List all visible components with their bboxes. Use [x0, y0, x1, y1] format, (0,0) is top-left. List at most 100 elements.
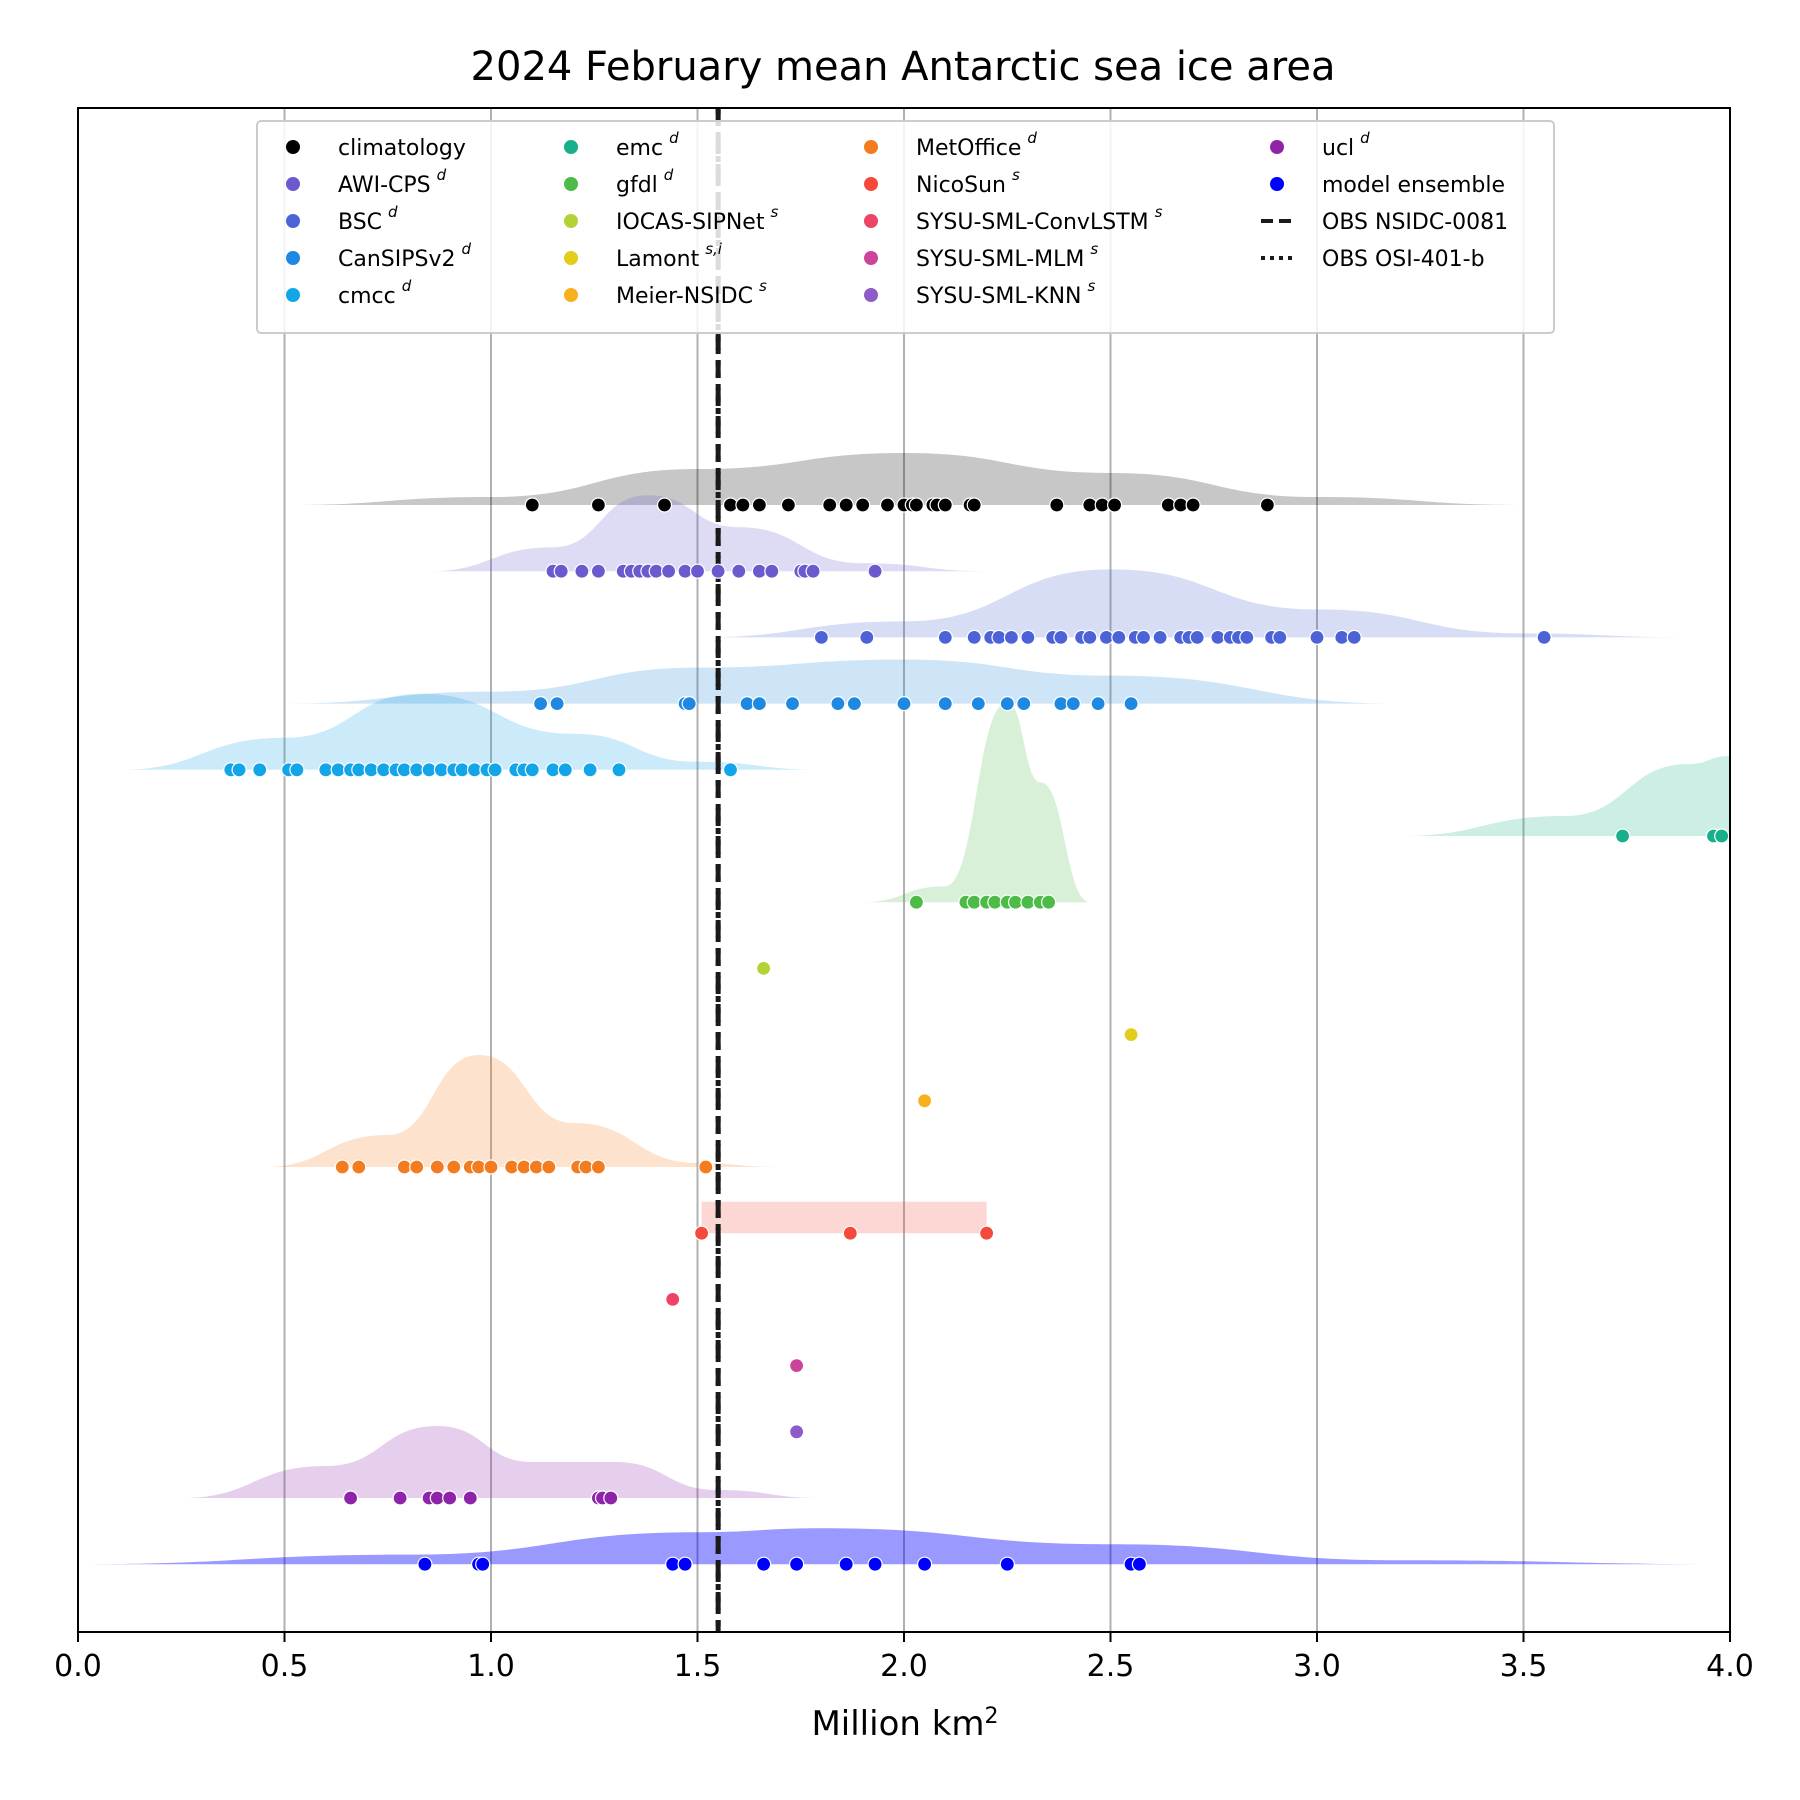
point-model-ensemble [867, 1556, 883, 1572]
point-bsc [1082, 629, 1098, 646]
kde-bsc [697, 569, 1689, 638]
point-ucl [392, 1490, 408, 1506]
legend-marker-metoffice [864, 140, 878, 154]
point-bsc [1536, 629, 1552, 646]
point-awi-cps [764, 563, 780, 579]
point-metoffice [409, 1159, 425, 1175]
point-bsc [1346, 629, 1362, 646]
legend-marker-cmcc [286, 288, 300, 302]
point-climatology [822, 497, 838, 513]
legend-marker-emc [564, 140, 578, 154]
point-model-ensemble [755, 1556, 772, 1572]
legend-sup: s [1012, 166, 1020, 184]
point-sysu-sml-convlstm [665, 1291, 681, 1308]
point-cmcc [252, 762, 268, 778]
x-tick-label: 2.0 [880, 1649, 928, 1684]
point-metoffice [590, 1159, 607, 1175]
legend-sup: d [1027, 129, 1037, 147]
point-cansipsv2 [681, 695, 697, 712]
point-model-ensemble [475, 1556, 491, 1572]
point-cmcc [487, 762, 503, 778]
point-bsc [1003, 629, 1020, 646]
point-iocas-sipnet [755, 960, 772, 977]
point-cansipsv2 [1065, 695, 1081, 712]
point-climatology [838, 497, 854, 513]
legend-marker-bsc [286, 214, 300, 228]
point-cmcc [557, 762, 573, 778]
chart-title: 2024 February mean Antarctic sea ice are… [471, 44, 1336, 90]
x-tick-label: 3.0 [1293, 1649, 1341, 1684]
kde-cansipsv2 [284, 659, 1400, 704]
x-tick-label: 1.0 [467, 1649, 515, 1684]
legend-frame [256, 120, 1555, 334]
legend-marker-sysu-sml-mlm [864, 251, 878, 265]
kde-nicosun [701, 1201, 987, 1234]
legend-marker-meier-nsidc [564, 288, 578, 302]
point-metoffice [429, 1159, 445, 1175]
legend-sup: d [462, 240, 472, 258]
kde-cmcc [119, 693, 822, 770]
point-cmcc [289, 762, 305, 778]
point-nicosun [842, 1225, 858, 1241]
point-model-ensemble [417, 1556, 433, 1572]
x-tick-label: 1.5 [674, 1649, 722, 1684]
point-model-ensemble [788, 1556, 805, 1572]
legend-sup: d [1360, 129, 1370, 147]
point-bsc [1111, 629, 1127, 646]
point-bsc [1020, 629, 1036, 646]
point-climatology [1259, 497, 1276, 513]
point-climatology [751, 497, 768, 513]
legend-sup: s [770, 203, 778, 221]
point-climatology [656, 497, 673, 513]
point-nicosun [693, 1225, 710, 1241]
legend-marker-ucl [1270, 140, 1284, 154]
point-emc [1714, 828, 1730, 844]
point-climatology [1106, 497, 1123, 513]
kde-metoffice [263, 1055, 781, 1167]
legend-marker-cansipsv2 [286, 251, 300, 265]
point-bsc [1152, 629, 1168, 646]
x-axis-ticks: 0.0 0.5 1.0 1.5 2.0 2.5 3.0 3.5 4.0 [54, 1632, 1754, 1684]
point-metoffice [351, 1159, 367, 1175]
point-cansipsv2 [830, 695, 846, 712]
legend-marker-awi-cps [286, 177, 300, 191]
x-tick-label: 0.0 [54, 1649, 102, 1684]
kde-gfdl [862, 702, 1090, 903]
point-awi-cps [590, 563, 607, 579]
x-tick-label: 4.0 [1706, 1649, 1754, 1684]
kde-model-ensemble [78, 1528, 1730, 1565]
point-model-ensemble [1131, 1556, 1148, 1572]
point-cansipsv2 [532, 695, 549, 712]
point-awi-cps [867, 563, 883, 579]
point-ucl [343, 1490, 359, 1506]
x-axis-label: Million km2 [811, 1704, 998, 1744]
x-tick-label: 0.5 [261, 1649, 309, 1684]
x-axis-label-sup: 2 [985, 1704, 999, 1729]
point-bsc [1189, 629, 1205, 646]
point-metoffice [334, 1159, 350, 1175]
point-sysu-sml-mlm [788, 1357, 805, 1374]
point-cansipsv2 [1123, 695, 1139, 712]
legend-sup: d [664, 166, 674, 184]
legend-sup: s [759, 277, 767, 295]
point-climatology [879, 497, 896, 513]
point-cansipsv2 [549, 695, 565, 712]
point-ucl [462, 1490, 478, 1506]
legend-sup: d [388, 203, 398, 221]
point-metoffice [483, 1159, 499, 1175]
point-bsc [1272, 629, 1288, 646]
kde-ucl [181, 1426, 822, 1498]
point-ucl [442, 1490, 458, 1506]
kde-awi-cps [429, 495, 987, 572]
point-sysu-sml-knn [788, 1424, 805, 1440]
legend-marker-nicosun [864, 177, 878, 191]
point-bsc [859, 629, 875, 646]
point-gfdl [1040, 894, 1057, 910]
point-bsc [1053, 629, 1069, 646]
point-nicosun [978, 1225, 995, 1241]
legend-marker-gfdl [564, 177, 578, 191]
point-climatology [855, 497, 871, 513]
kde-climatology [284, 453, 1524, 505]
